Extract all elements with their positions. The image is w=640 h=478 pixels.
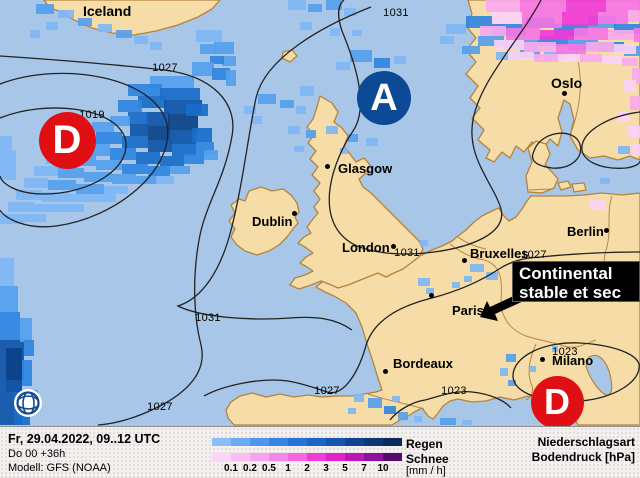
model-name: Modell: GFS (NOAA): [8, 462, 111, 474]
globe-logo: [13, 388, 43, 418]
city-label-paris: Paris: [452, 303, 484, 318]
city-dot: [540, 357, 545, 362]
colorbar-tick: 0.2: [243, 463, 257, 474]
isobar-label: 1019: [79, 109, 105, 121]
isobar-label: 1027: [314, 385, 340, 397]
colorbar-segment: [269, 438, 288, 446]
land-ireland: [228, 186, 300, 256]
isobar-label: 1027: [152, 62, 178, 74]
globe-icon: [14, 389, 42, 417]
land-denmark: [525, 140, 559, 194]
sea-adriatic: [585, 354, 613, 396]
isobar-label: 1023: [441, 385, 467, 397]
colorbar-segment: [288, 438, 307, 446]
precipitation-pixels: [0, 0, 640, 425]
colorbar-segment: [326, 438, 345, 446]
colorbar-tick: 10: [377, 463, 389, 474]
pressure-label: Bodendruck [hPa]: [531, 450, 635, 464]
legend-bar: Fr, 29.04.2022, 09..12 UTC Do 00 +36h Mo…: [0, 426, 640, 478]
snow-label: Schnee: [406, 452, 449, 466]
colorbar-segment: [345, 438, 364, 446]
pressure-center-low: D: [530, 375, 584, 429]
model-run: Do 00 +36h: [8, 448, 66, 460]
city-label-oslo: Oslo: [551, 75, 583, 91]
colorbar-tick: 0.1: [224, 463, 238, 474]
colorbar-segment: [345, 453, 364, 461]
colorbar-tick: 1: [285, 463, 291, 474]
city-label-berlin: Berlin: [567, 224, 604, 239]
colorbar-segment: [212, 438, 231, 446]
city-label-glasgow: Glasgow: [338, 161, 393, 176]
colorbar-segment: [269, 453, 288, 461]
land-britain: [289, 95, 424, 290]
colorbar-tick: 7: [361, 463, 367, 474]
pressure-center-high: A: [357, 71, 411, 125]
isobar-label: 1027: [521, 249, 547, 261]
city-dot: [562, 91, 567, 96]
colorbar-segment: [383, 453, 402, 461]
colorbar-segment: [364, 453, 383, 461]
isobar-label: 1027: [147, 401, 173, 413]
isobar-label: 1031: [394, 247, 420, 259]
colorbar-segment: [326, 453, 345, 461]
colorbar-tick: 3: [323, 463, 329, 474]
colorbar-segment: [288, 453, 307, 461]
land-continent: [225, 192, 640, 426]
colorbar-segment: [307, 438, 326, 446]
unit-label: [mm / h]: [406, 465, 446, 477]
city-dot: [391, 244, 396, 249]
annotation-line1: Continental: [519, 264, 613, 283]
city-dot: [429, 293, 434, 298]
land-danish-isles: [557, 180, 587, 193]
colorbar-segment: [250, 438, 269, 446]
city-dot: [325, 164, 330, 169]
city-label-bordeaux: Bordeaux: [393, 356, 453, 371]
precip-type-label: Niederschlagsart: [537, 435, 635, 449]
annotation-box: Continental stable et sec: [512, 261, 640, 302]
isobar-label: 1031: [383, 7, 409, 19]
rain-colorbar: [212, 438, 402, 446]
city-label-milano: Milano: [552, 353, 594, 368]
colorbar-tick: 5: [342, 463, 348, 474]
isobar-label: 1023: [552, 346, 578, 358]
city-dot: [462, 258, 467, 263]
rain-label: Regen: [406, 437, 443, 451]
colorbar-tick: 2: [304, 463, 310, 474]
colorbar-segment: [231, 453, 250, 461]
colorbar-segment: [383, 438, 402, 446]
colorbar-segment: [307, 453, 326, 461]
isobars: [0, 0, 640, 426]
city-dot: [292, 211, 297, 216]
annotation-line2: stable et sec: [519, 283, 622, 302]
isobar-label: 1031: [195, 312, 221, 324]
colorbar-segment: [212, 453, 231, 461]
city-dot: [604, 228, 609, 233]
colorbar-segment: [231, 438, 250, 446]
city-label-london: London: [342, 240, 390, 255]
snow-colorbar: [212, 453, 402, 461]
pressure-center-low: D: [38, 111, 96, 169]
colorbar-tick: 0.5: [262, 463, 276, 474]
valid-time: Fr, 29.04.2022, 09..12 UTC: [8, 432, 161, 446]
colorbar-segment: [364, 438, 383, 446]
colorbar-segment: [250, 453, 269, 461]
weather-map-canvas: [0, 0, 640, 426]
city-label-iceland: Iceland: [83, 3, 132, 19]
city-label-dublin: Dublin: [252, 214, 293, 229]
city-label-bruxelles: Bruxelles: [470, 246, 529, 261]
city-dot: [383, 369, 388, 374]
